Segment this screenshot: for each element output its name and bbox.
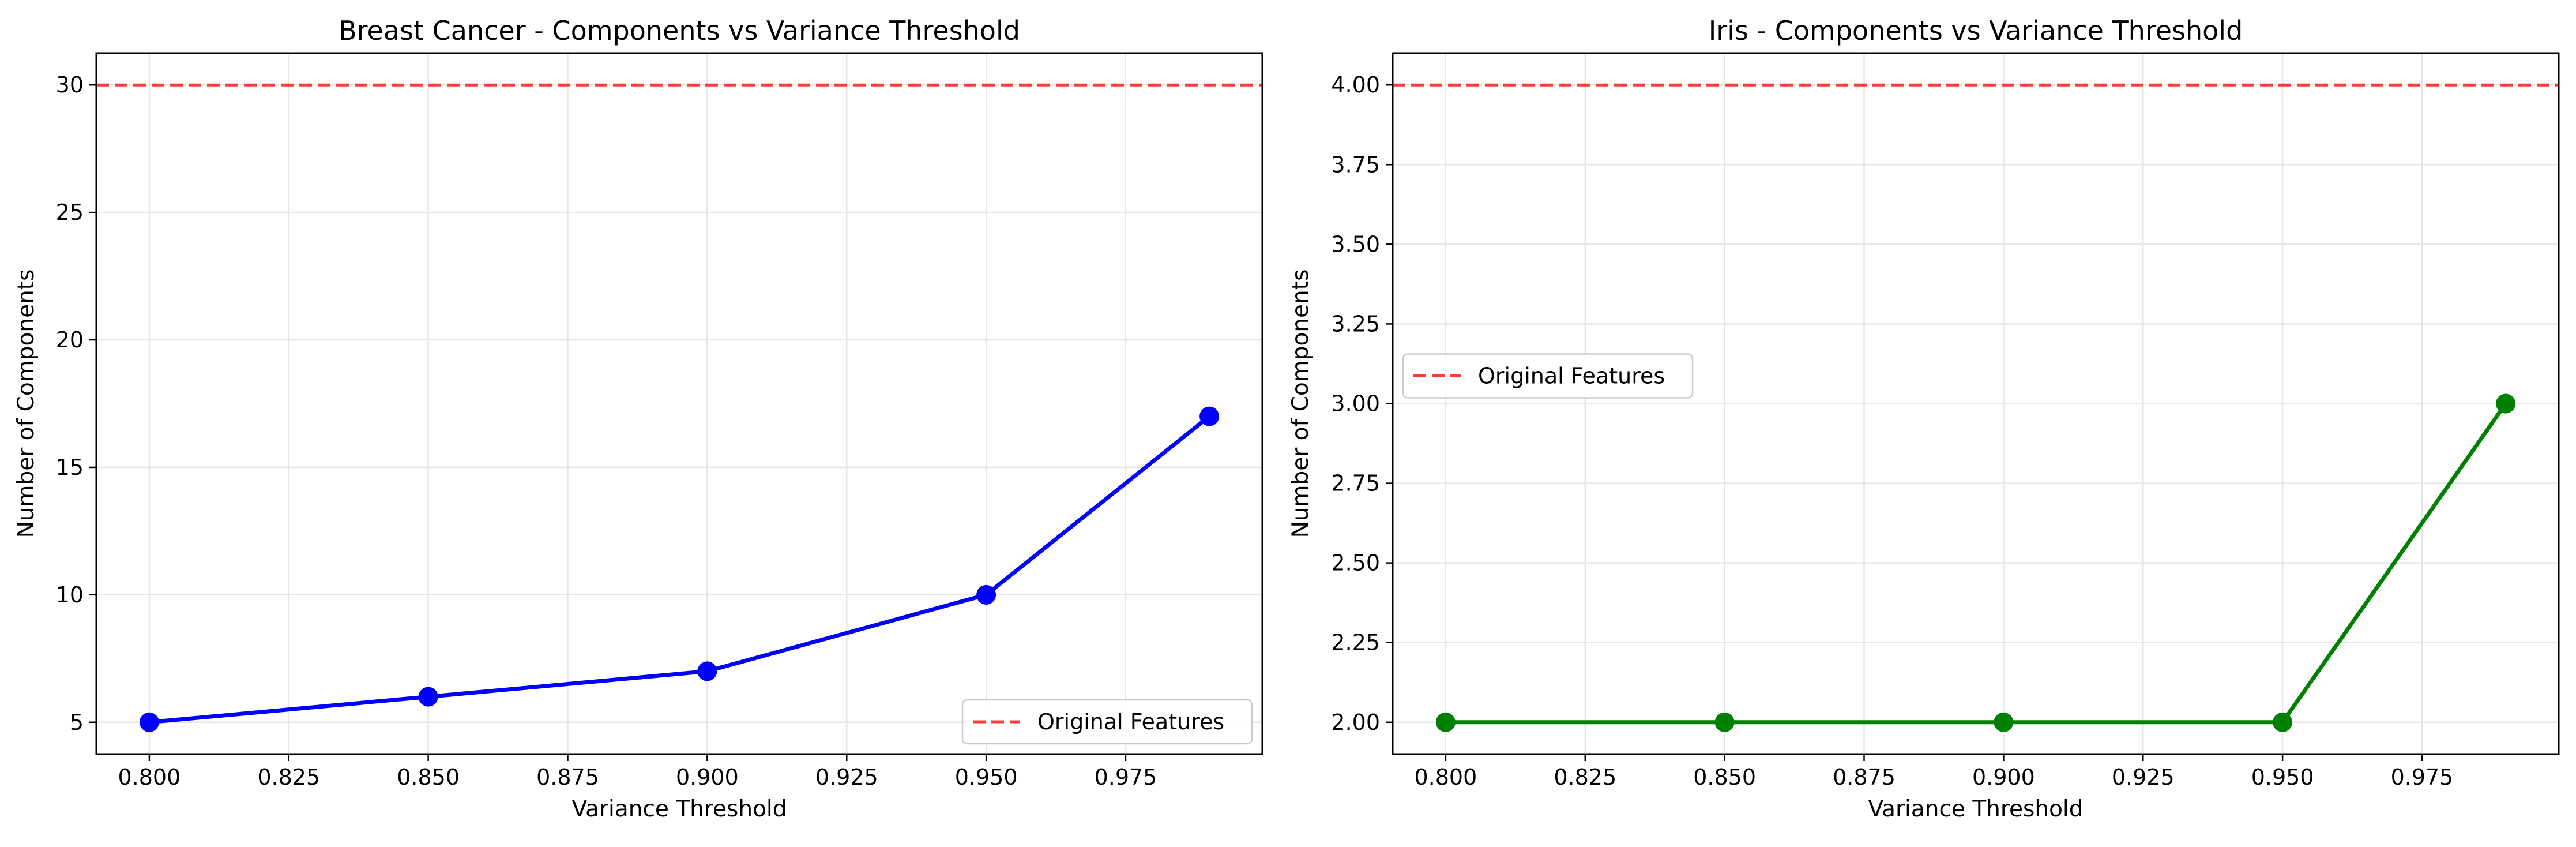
- x-tick-label: 0.875: [536, 764, 599, 790]
- legend: Original Features: [1402, 353, 1694, 399]
- x-axis-label: Variance Threshold: [1868, 796, 2083, 822]
- legend-label: Original Features: [1478, 363, 1665, 389]
- x-tick-label: 0.950: [955, 764, 1018, 790]
- y-tick-label: 3.00: [1331, 391, 1380, 417]
- y-tick-label: 4.00: [1331, 72, 1380, 98]
- y-tick-label: 20: [56, 327, 84, 353]
- data-point: [1994, 712, 2014, 732]
- x-tick-label: 0.800: [1415, 764, 1477, 790]
- x-tick-label: 0.825: [257, 764, 320, 790]
- data-point: [2496, 393, 2516, 414]
- chart-breast-cancer: 0.800 0.825 0.850 0.875 0.900 0.925 0.950 0.975…: [13, 15, 1263, 822]
- x-tick-label: 0.925: [2112, 764, 2175, 790]
- y-tick-label: 25: [56, 200, 84, 225]
- x-tick-label: 0.900: [1972, 764, 2035, 790]
- y-tick-label: 2.50: [1331, 550, 1380, 576]
- x-tick-label: 0.975: [1095, 764, 1157, 790]
- legend-box: [961, 699, 1253, 745]
- y-tick-label: 5: [70, 710, 84, 735]
- x-tick-label: 0.925: [815, 764, 878, 790]
- x-tick-label: 0.850: [397, 764, 460, 790]
- data-point: [1714, 712, 1735, 732]
- x-tick-label: 0.900: [676, 764, 739, 790]
- y-tick-label: 2.00: [1331, 710, 1380, 735]
- data-point: [697, 661, 717, 681]
- y-axis-label: Number of Components: [13, 269, 39, 538]
- legend-box: [1402, 353, 1694, 399]
- legend-label: Original Features: [1037, 709, 1224, 734]
- x-tick-label: 0.825: [1554, 764, 1616, 790]
- chart-title: Iris - Components vs Variance Threshold: [1709, 15, 2243, 46]
- chart-title: Breast Cancer - Components vs Variance T…: [339, 15, 1020, 46]
- x-tick-label: 0.875: [1833, 764, 1896, 790]
- data-point: [418, 687, 438, 707]
- data-point: [1435, 712, 1456, 732]
- y-tick-label: 2.25: [1331, 630, 1380, 655]
- y-tick-label: 3.50: [1331, 231, 1380, 257]
- y-tick-label: 3.25: [1331, 311, 1380, 336]
- x-tick-label: 0.800: [118, 764, 181, 790]
- y-axis-label: Number of Components: [1288, 269, 1314, 538]
- y-tick-label: 3.75: [1331, 152, 1380, 177]
- y-tick-label: 2.75: [1331, 471, 1380, 496]
- y-tick-label: 30: [56, 72, 84, 98]
- chart-iris: 0.800 0.825 0.850 0.875 0.900 0.925 0.950 0.975…: [1288, 15, 2560, 822]
- data-point: [139, 712, 159, 732]
- y-tick-label: 15: [56, 455, 84, 480]
- y-tick-label: 10: [56, 582, 84, 608]
- legend: Original Features: [961, 699, 1253, 745]
- data-point: [1199, 406, 1220, 426]
- x-tick-label: 0.950: [2251, 764, 2314, 790]
- axes-frame: [95, 52, 1263, 755]
- x-tick-label: 0.975: [2391, 764, 2454, 790]
- x-tick-label: 0.850: [1693, 764, 1756, 790]
- x-axis-label: Variance Threshold: [571, 796, 787, 822]
- data-point: [2273, 712, 2293, 732]
- data-point: [976, 584, 996, 605]
